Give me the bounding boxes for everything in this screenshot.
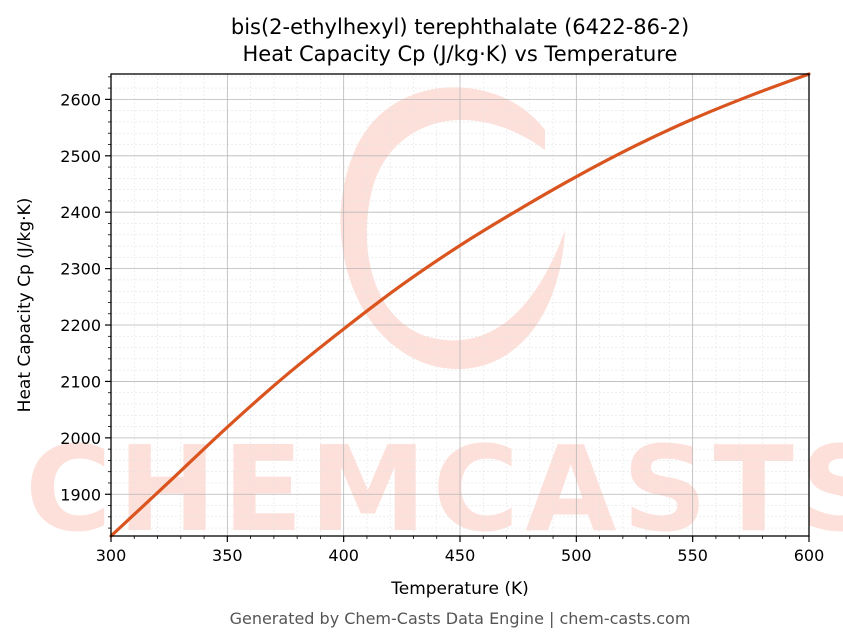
watermark-text: CHEMCASTS bbox=[25, 420, 843, 558]
x-tick-label: 450 bbox=[445, 546, 476, 565]
footer-credit: Generated by Chem-Casts Data Engine | ch… bbox=[230, 609, 691, 628]
x-tick-label: 600 bbox=[794, 546, 825, 565]
y-tick-label: 1900 bbox=[60, 485, 101, 504]
x-tick-label: 500 bbox=[561, 546, 592, 565]
ticks bbox=[105, 76, 810, 542]
x-tick-label: 350 bbox=[212, 546, 243, 565]
x-tick-label: 550 bbox=[677, 546, 708, 565]
y-tick-label: 2300 bbox=[60, 260, 101, 279]
y-tick-label: 2200 bbox=[60, 316, 101, 335]
y-tick-labels: 1900 2000 2100 2200 2300 2400 2500 2600 bbox=[60, 90, 101, 504]
chart-title: bis(2-ethylhexyl) terephthalate (6422-86… bbox=[231, 15, 689, 39]
y-axis-label: Heat Capacity Cp (J/kg·K) bbox=[15, 198, 35, 413]
y-tick-label: 2600 bbox=[60, 90, 101, 109]
y-tick-label: 2000 bbox=[60, 429, 101, 448]
y-tick-label: 2400 bbox=[60, 203, 101, 222]
chart-subtitle: Heat Capacity Cp (J/kg·K) vs Temperature bbox=[243, 42, 678, 66]
watermark: CHEMCASTS bbox=[25, 87, 843, 558]
x-tick-label: 300 bbox=[96, 546, 127, 565]
y-tick-label: 2100 bbox=[60, 372, 101, 391]
x-axis-label: Temperature (K) bbox=[390, 579, 529, 599]
watermark-logo-swirl bbox=[340, 87, 565, 370]
y-tick-label: 2500 bbox=[60, 147, 101, 166]
x-tick-labels: 300 350 400 450 500 550 600 bbox=[96, 546, 825, 565]
x-tick-label: 400 bbox=[328, 546, 359, 565]
series-line bbox=[109, 72, 811, 538]
